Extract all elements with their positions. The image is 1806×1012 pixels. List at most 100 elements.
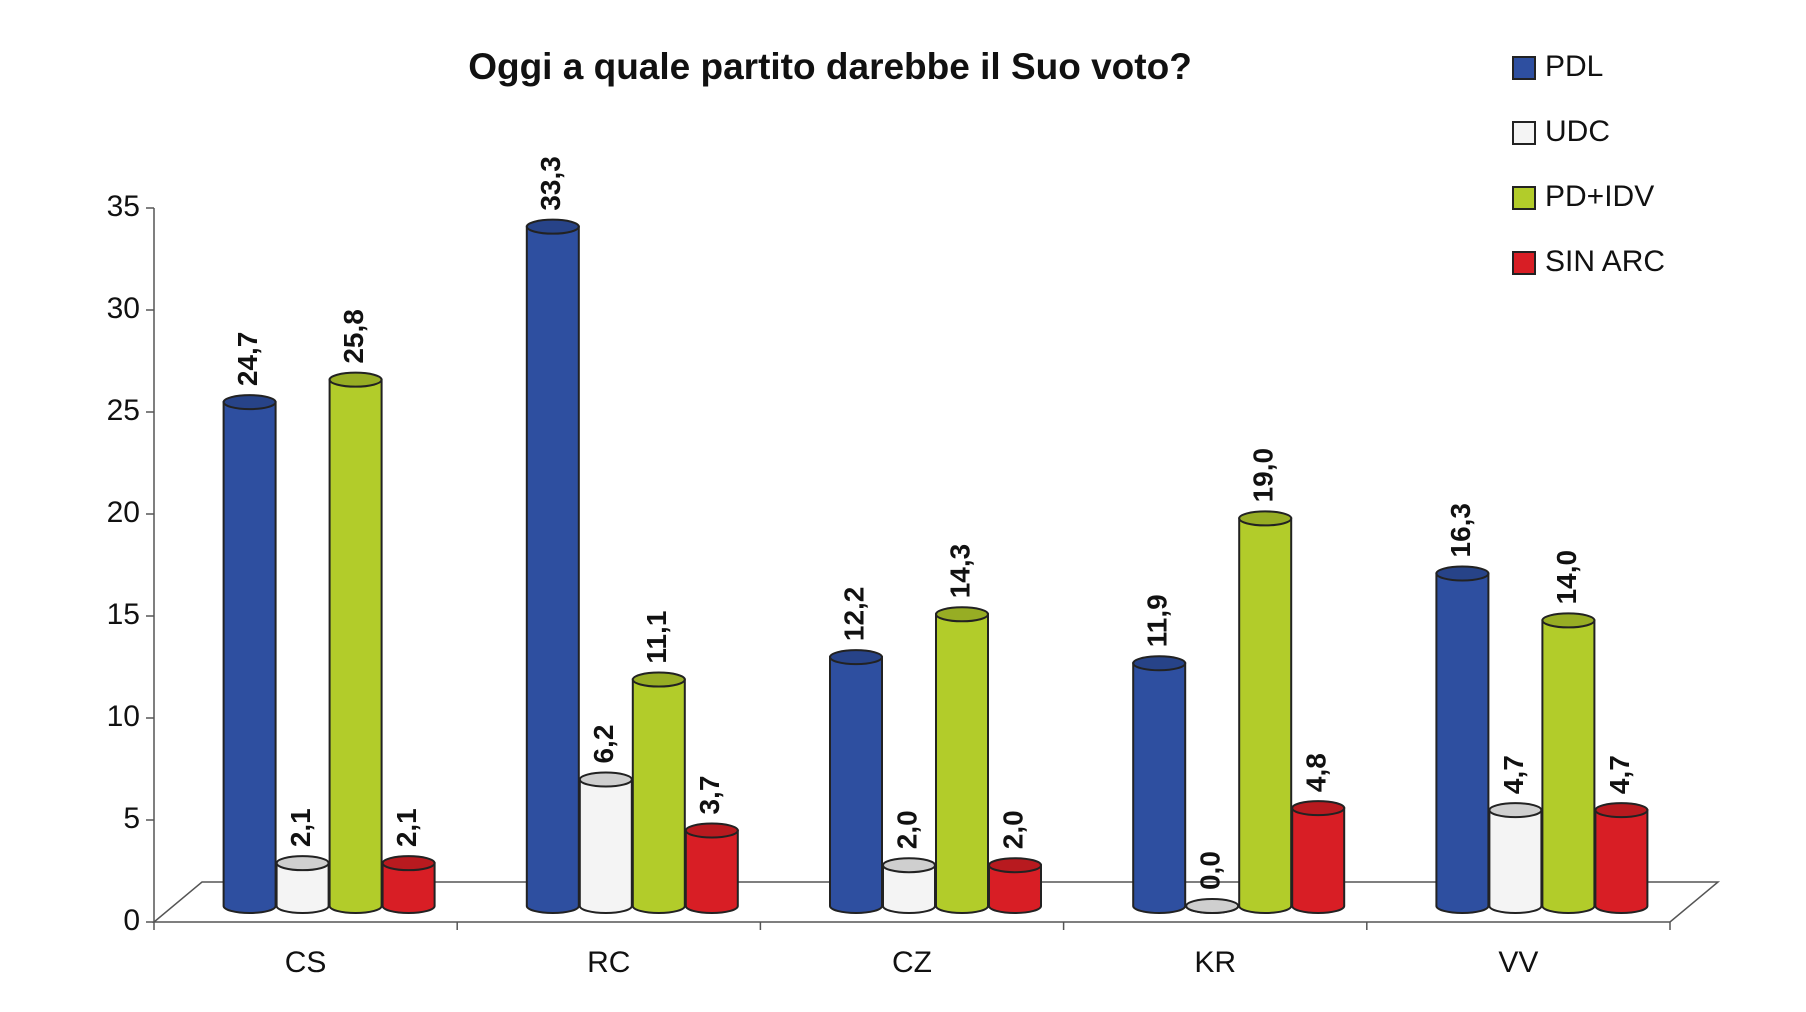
- legend-label: PD+IDV: [1545, 180, 1654, 213]
- bar: [222, 394, 277, 914]
- y-tick-label: 30: [107, 292, 140, 325]
- value-label: 25,8: [338, 309, 369, 364]
- y-tick-label: 20: [107, 496, 140, 529]
- bar-top: [631, 671, 686, 688]
- bar-body: [935, 613, 989, 914]
- y-tick-label: 15: [107, 598, 140, 631]
- x-tick-label: CZ: [892, 946, 932, 979]
- bar: [525, 218, 580, 914]
- bar-top: [684, 822, 739, 839]
- bar-body: [525, 225, 580, 914]
- bar-body: [222, 401, 277, 914]
- bar-top: [1185, 898, 1240, 914]
- bar-top: [525, 218, 580, 235]
- legend-swatch: [1512, 186, 1536, 210]
- bar: [1435, 565, 1490, 914]
- legend-swatch: [1512, 56, 1536, 80]
- bar-top: [381, 855, 436, 872]
- legend-label: PDL: [1545, 50, 1603, 83]
- y-tick-label: 0: [123, 904, 140, 937]
- x-tick-label: CS: [285, 946, 327, 979]
- bar-body: [1291, 807, 1346, 914]
- value-label: 19,0: [1248, 448, 1279, 503]
- bar-body: [684, 829, 739, 914]
- bar: [631, 671, 686, 914]
- value-label: 0,0: [1195, 851, 1226, 890]
- legend-swatch: [1512, 121, 1536, 145]
- y-tick-label: 10: [107, 700, 140, 733]
- value-label: 12,2: [838, 587, 869, 642]
- bar-top: [578, 771, 633, 788]
- value-label: 33,3: [535, 156, 566, 211]
- floor: [151, 881, 1721, 923]
- value-label: 4,7: [1498, 755, 1529, 794]
- bar: [1185, 898, 1240, 914]
- value-label: 2,0: [997, 810, 1028, 849]
- bar: [328, 371, 383, 914]
- bar-body: [829, 656, 883, 914]
- value-label: 3,7: [694, 776, 725, 815]
- value-label: 11,1: [641, 611, 672, 664]
- value-label: 11,9: [1142, 594, 1173, 647]
- x-tick-label: RC: [587, 946, 630, 979]
- legend-swatch: [1512, 251, 1536, 275]
- value-label: 4,8: [1301, 753, 1332, 792]
- bar: [578, 771, 633, 914]
- bar-body: [1594, 809, 1649, 914]
- bar: [1594, 802, 1649, 914]
- bar: [381, 855, 436, 914]
- bar: [882, 857, 936, 914]
- value-label: 2,1: [285, 808, 316, 847]
- bar: [275, 855, 330, 914]
- bar-top: [1238, 510, 1293, 527]
- bar-top: [829, 649, 883, 666]
- bar-top: [1594, 802, 1649, 819]
- bar-body: [631, 678, 686, 914]
- bar-body: [328, 378, 383, 914]
- bar-top: [1291, 800, 1346, 817]
- legend-label: UDC: [1545, 115, 1610, 148]
- bar-body: [1488, 809, 1543, 914]
- value-label: 14,0: [1551, 550, 1582, 605]
- value-label: 16,3: [1445, 503, 1476, 558]
- y-tick-label: 5: [123, 802, 140, 835]
- bar-body: [578, 778, 633, 914]
- bar-top: [935, 606, 989, 623]
- x-tick-label: KR: [1194, 946, 1236, 979]
- value-label: 2,0: [891, 810, 922, 849]
- bar: [829, 649, 883, 914]
- y-tick-label: 25: [107, 394, 140, 427]
- bar-top: [1488, 802, 1543, 819]
- bar-body: [1238, 517, 1293, 914]
- bar-body: [275, 862, 330, 914]
- value-label: 6,2: [588, 725, 619, 764]
- bar: [1541, 612, 1596, 914]
- x-tick-label: VV: [1498, 946, 1538, 979]
- bar: [1238, 510, 1293, 914]
- legend-label: SIN ARC: [1545, 245, 1665, 278]
- value-label: 4,7: [1604, 755, 1635, 794]
- bar: [1291, 800, 1346, 914]
- bar: [988, 857, 1042, 914]
- bar-top: [222, 394, 277, 411]
- bar-body: [882, 864, 936, 914]
- bar-top: [988, 857, 1042, 874]
- bar-top: [882, 857, 936, 874]
- bar-body: [1132, 662, 1187, 914]
- bar-body: [988, 864, 1042, 914]
- y-tick-label: 35: [107, 190, 140, 223]
- bar: [1132, 655, 1187, 914]
- bar: [684, 822, 739, 914]
- bar-top: [1435, 565, 1490, 582]
- bar-body: [1541, 619, 1596, 914]
- value-label: 2,1: [391, 808, 422, 847]
- bar-top: [1541, 612, 1596, 629]
- bar-top: [1132, 655, 1187, 672]
- chart-title: Oggi a quale partito darebbe il Suo voto…: [468, 46, 1192, 87]
- bar-top: [328, 371, 383, 388]
- value-label: 24,7: [232, 332, 263, 387]
- bar-body: [381, 862, 436, 914]
- value-label: 14,3: [944, 544, 975, 599]
- bar: [1488, 802, 1543, 914]
